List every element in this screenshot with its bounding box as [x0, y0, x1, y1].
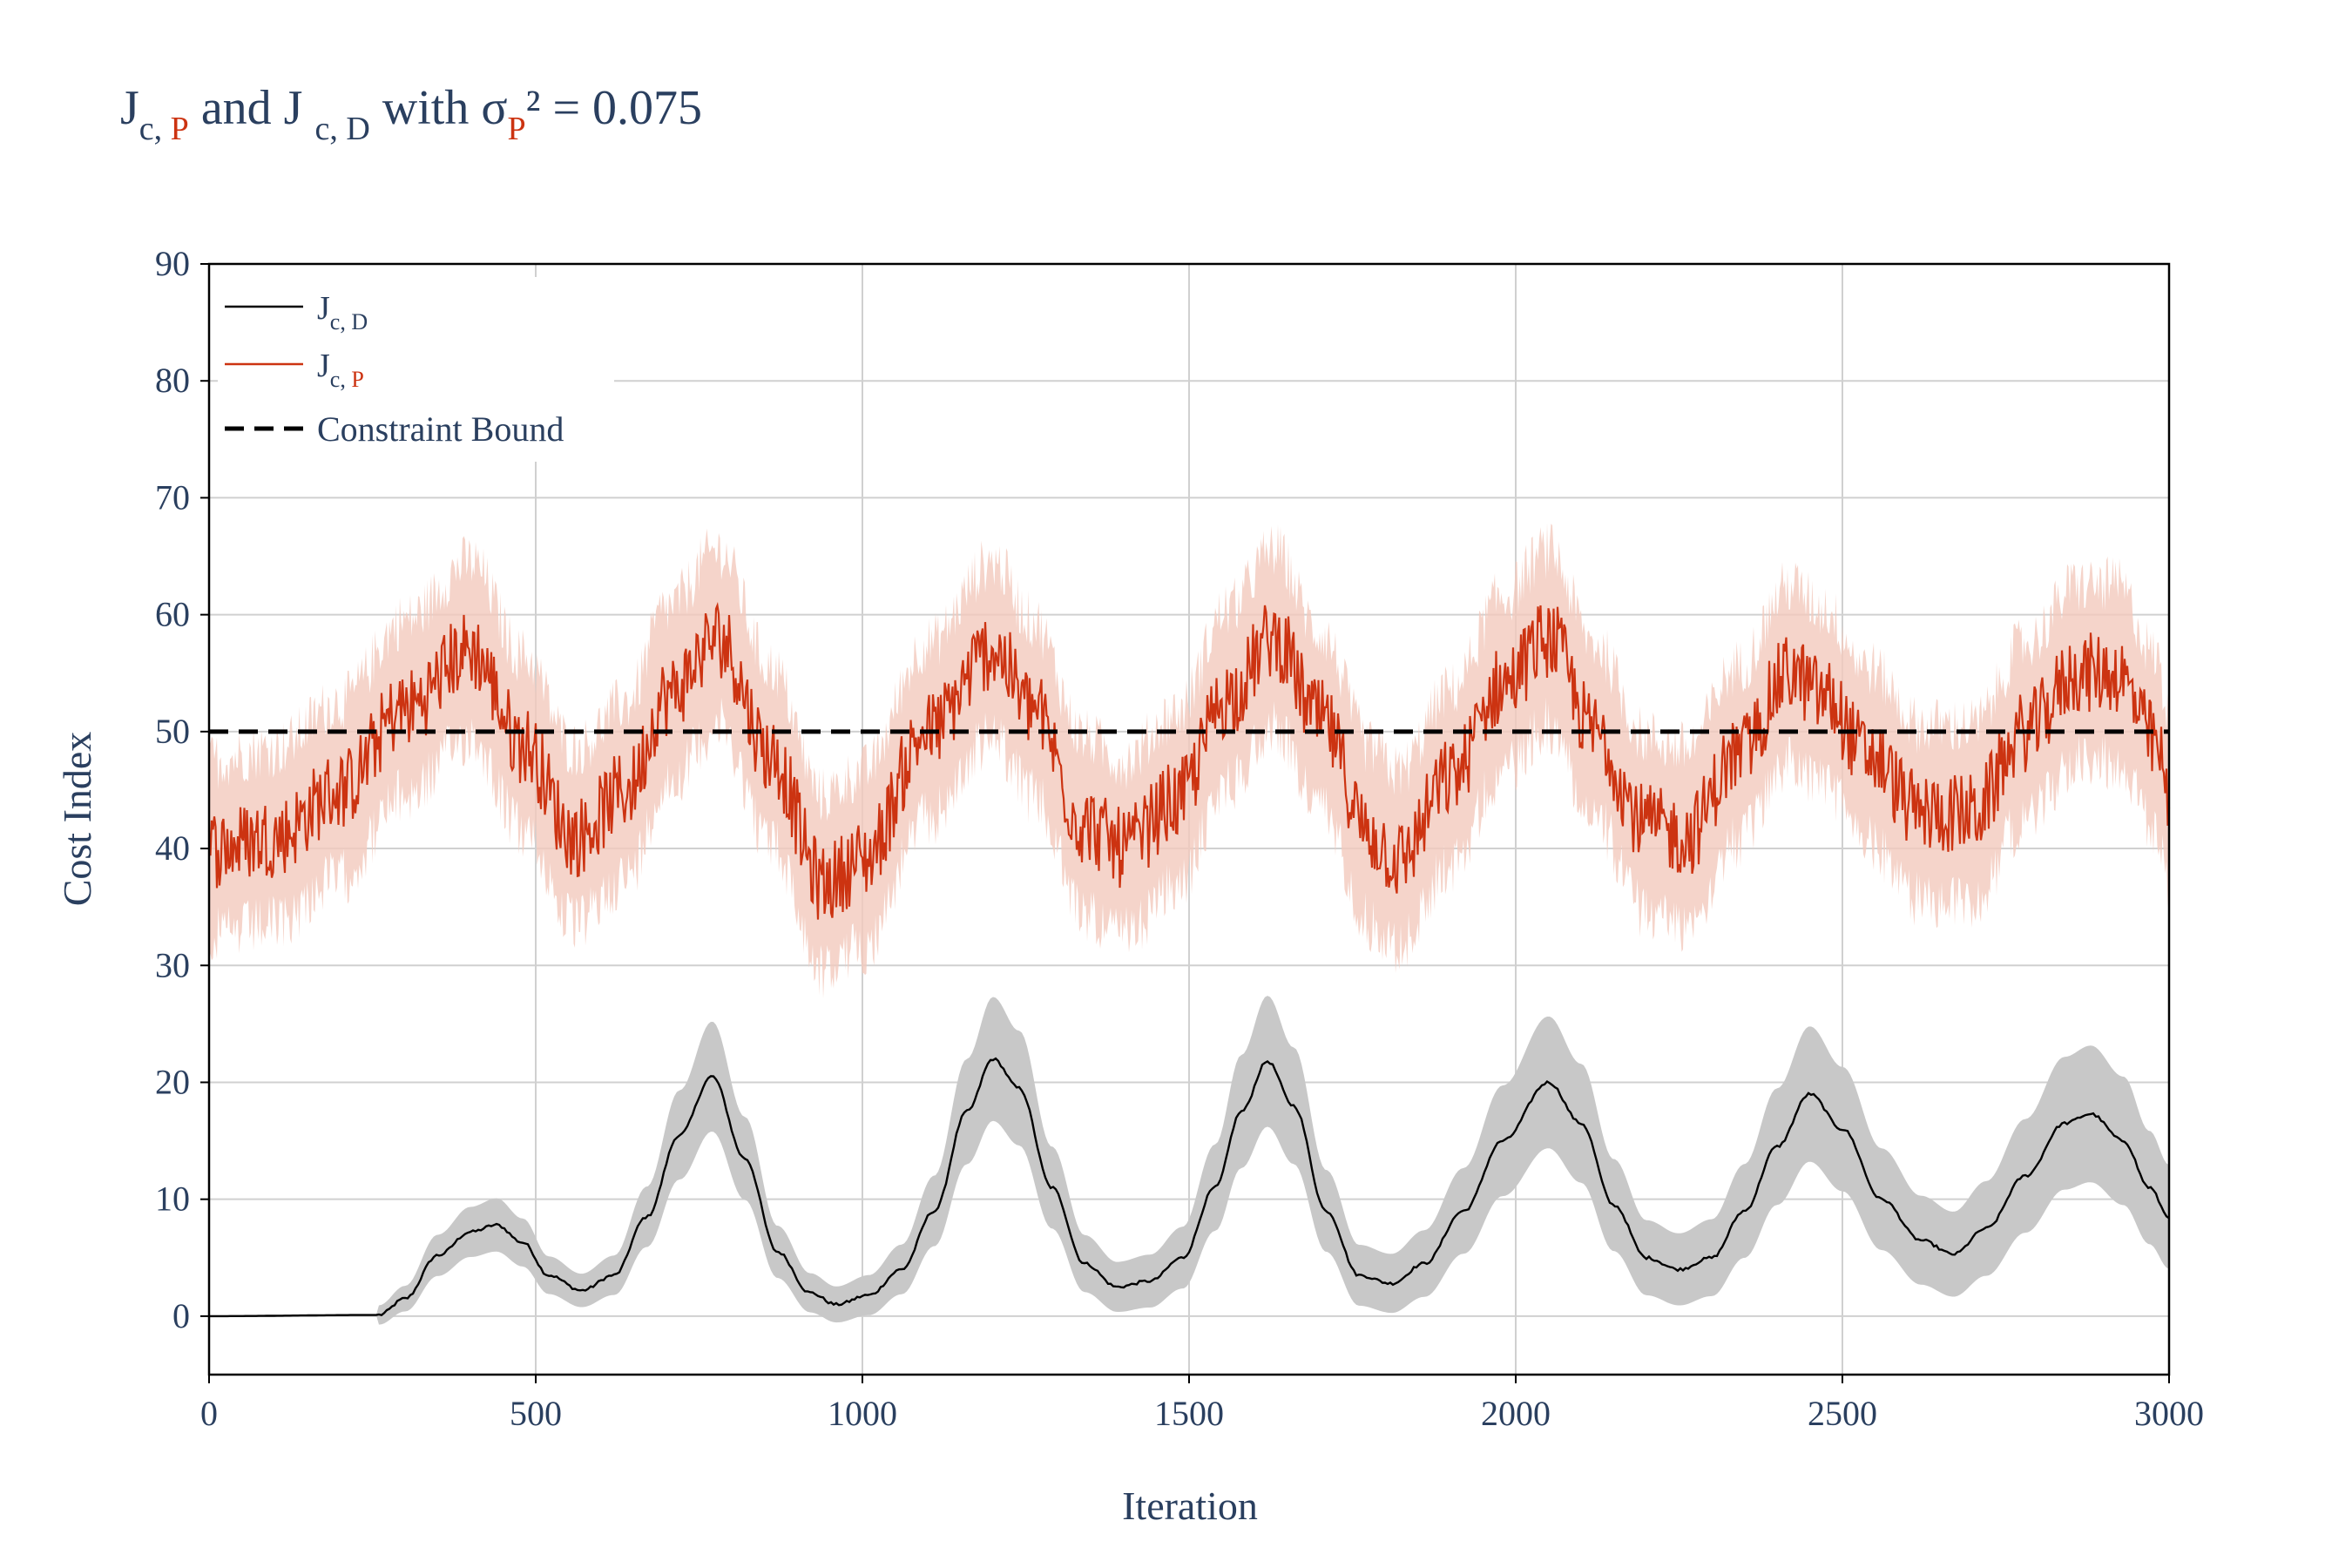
- y-tick-label: 40: [155, 828, 190, 868]
- legend-label-bound: Constraint Bound: [317, 409, 564, 449]
- y-axis-ticks: 0 10 20 30 40 50 60 70 80 90: [155, 244, 209, 1335]
- y-tick-label: 30: [155, 945, 190, 984]
- y-tick-label: 60: [155, 595, 190, 634]
- y-tick-label: 90: [155, 244, 190, 283]
- x-tick-label: 500: [510, 1394, 562, 1433]
- legend-label-jp: Jc, P: [317, 348, 364, 392]
- series-lines: [207, 602, 2171, 1318]
- y-axis-label: Cost Index: [55, 732, 99, 907]
- legend: Jc, D Jc, P Constraint Bound: [218, 277, 614, 462]
- y-tick-label: 80: [155, 361, 190, 400]
- x-tick-label: 1500: [1154, 1394, 1224, 1433]
- y-tick-label: 70: [155, 477, 190, 517]
- legend-background: [218, 277, 614, 462]
- legend-label-jd: Jc, D: [317, 290, 368, 335]
- x-tick-label: 2500: [1808, 1394, 1877, 1433]
- x-tick-label: 3000: [2134, 1394, 2204, 1433]
- chart-title: Jc, P and J c, D with σP² = 0.075: [120, 81, 703, 147]
- jp-series-line: [207, 602, 2171, 920]
- x-axis-label: Iteration: [1122, 1484, 1258, 1528]
- y-tick-label: 10: [155, 1179, 190, 1219]
- x-axis-ticks: 0 500 1000 1500 2000 2500 3000: [200, 1375, 2204, 1433]
- y-tick-label: 0: [172, 1296, 190, 1335]
- y-tick-label: 20: [155, 1062, 190, 1101]
- jd-series-line: [209, 1057, 2170, 1318]
- y-tick-label: 50: [155, 712, 190, 751]
- x-tick-label: 0: [200, 1394, 218, 1433]
- jd-confidence-band: [209, 996, 2169, 1325]
- x-tick-label: 2000: [1481, 1394, 1551, 1433]
- x-tick-label: 1000: [828, 1394, 897, 1433]
